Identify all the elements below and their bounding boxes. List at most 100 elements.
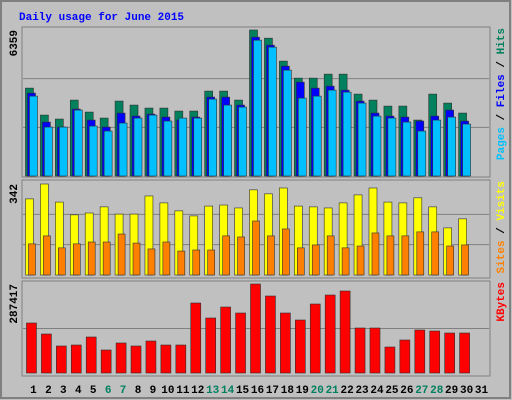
bar xyxy=(29,95,38,177)
bar xyxy=(326,235,335,276)
x-tick-label: 8 xyxy=(135,385,142,397)
bar xyxy=(280,312,291,374)
bar xyxy=(324,294,336,374)
x-tick-label: 23 xyxy=(355,385,369,397)
bar xyxy=(371,232,380,276)
bar xyxy=(250,283,261,374)
x-tick-label: 12 xyxy=(191,385,204,397)
bar xyxy=(207,249,215,276)
x-tick-label: 10 xyxy=(161,385,174,397)
bar xyxy=(387,117,397,177)
chart-title: Daily usage for June 2015 xyxy=(19,12,184,24)
x-tick-label: 26 xyxy=(400,385,413,397)
bar xyxy=(160,344,172,374)
bar xyxy=(327,89,337,177)
legend-separator: / xyxy=(496,221,508,241)
bar xyxy=(235,312,246,374)
bar xyxy=(444,332,455,374)
x-tick-label: 25 xyxy=(385,385,399,397)
legend: Pages / Files / Hits xyxy=(496,28,508,160)
x-tick-label: 6 xyxy=(105,385,112,397)
x-tick-label: 13 xyxy=(206,385,220,397)
x-tick-label: 3 xyxy=(60,385,67,397)
x-tick-label: 15 xyxy=(236,385,250,397)
x-tick-label: 18 xyxy=(281,385,295,397)
bar xyxy=(102,241,111,276)
bar xyxy=(295,319,306,374)
x-tick-label: 17 xyxy=(266,385,279,397)
bar xyxy=(43,235,51,276)
bar xyxy=(341,247,350,276)
legend-entry: Files xyxy=(496,74,508,107)
bar xyxy=(401,235,410,276)
bar xyxy=(70,344,82,374)
legend-separator: / xyxy=(496,54,508,74)
bar xyxy=(28,243,36,276)
bar xyxy=(175,344,187,374)
bar xyxy=(100,349,112,374)
bar xyxy=(312,95,322,177)
x-tick-label: 29 xyxy=(445,385,458,397)
bar xyxy=(356,245,365,276)
x-tick-label: 14 xyxy=(221,385,235,397)
bar xyxy=(402,121,412,177)
bar xyxy=(265,295,276,374)
x-tick-label: 20 xyxy=(311,385,324,397)
bar xyxy=(399,339,411,374)
bar xyxy=(429,330,441,374)
x-tick-label: 4 xyxy=(75,385,82,397)
bar xyxy=(58,247,66,276)
bar xyxy=(145,340,157,374)
y-tick-label: 342 xyxy=(9,184,21,204)
bar xyxy=(386,235,395,276)
bar xyxy=(205,317,216,374)
bar xyxy=(190,302,202,374)
bar xyxy=(177,250,186,276)
bar xyxy=(103,130,113,177)
legend-entry: Pages xyxy=(496,127,508,160)
bar xyxy=(357,102,367,177)
bar xyxy=(148,114,158,177)
legend: KBytes xyxy=(496,282,508,322)
bar xyxy=(73,109,83,177)
bar xyxy=(282,228,290,276)
x-tick-label: 28 xyxy=(430,385,444,397)
bar xyxy=(44,126,53,177)
bar xyxy=(130,345,142,374)
bar xyxy=(115,342,127,374)
bar xyxy=(193,117,203,177)
bar xyxy=(252,220,260,276)
bar xyxy=(163,120,173,177)
bar xyxy=(237,236,245,276)
bar xyxy=(384,346,396,374)
bar xyxy=(268,46,277,177)
legend-entry: Visits xyxy=(496,181,508,221)
legend-entry: Sites xyxy=(496,240,508,273)
bar xyxy=(446,245,454,276)
x-tick-label: 19 xyxy=(296,385,309,397)
bar xyxy=(414,329,426,374)
bar xyxy=(208,98,217,177)
bar xyxy=(416,231,425,276)
bar xyxy=(220,306,231,374)
x-tick-label: 2 xyxy=(45,385,52,397)
bar xyxy=(372,115,382,177)
bar xyxy=(297,247,305,276)
bar xyxy=(223,104,232,177)
bar xyxy=(26,322,37,374)
y-tick-label: 287417 xyxy=(9,284,21,324)
bar xyxy=(447,116,456,177)
bar xyxy=(432,119,442,177)
bar xyxy=(417,130,427,177)
x-tick-label: 16 xyxy=(251,385,264,397)
bar xyxy=(117,233,126,276)
bar xyxy=(162,241,171,276)
bar xyxy=(59,126,68,177)
bar xyxy=(369,327,381,374)
bar xyxy=(178,117,188,177)
x-tick-label: 21 xyxy=(326,385,340,397)
legend-separator: / xyxy=(496,107,508,127)
x-tick-label: 27 xyxy=(415,385,428,397)
x-tick-label: 7 xyxy=(120,385,127,397)
